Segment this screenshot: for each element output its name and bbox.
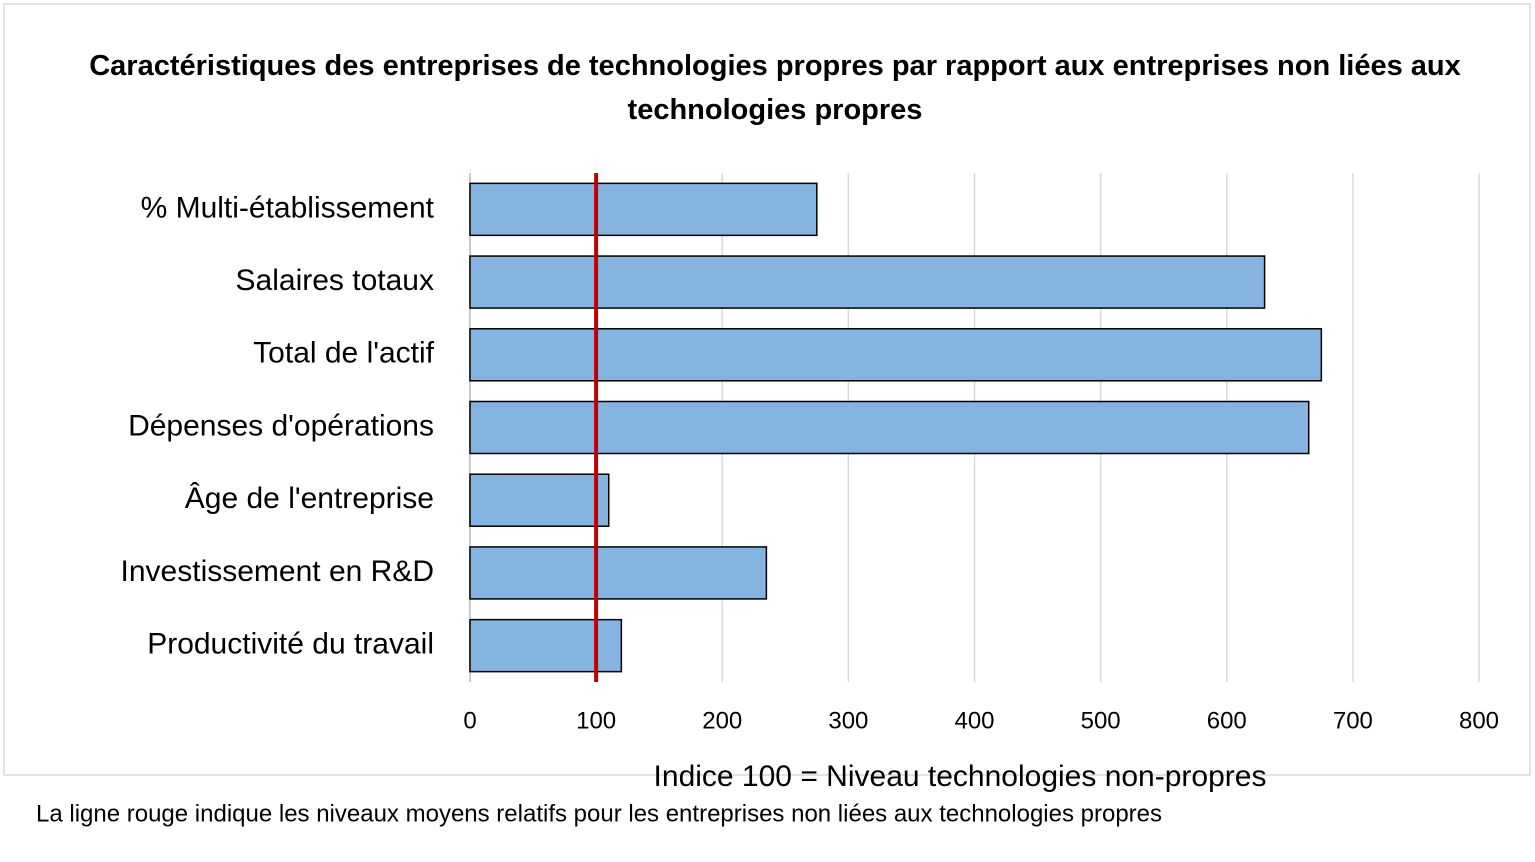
y-tick-label: Investissement en R&D xyxy=(121,555,434,588)
y-tick-label: Total de l'actif xyxy=(253,337,434,370)
x-tick-label: 500 xyxy=(1081,707,1121,734)
x-axis-title: Indice 100 = Niveau technologies non-pro… xyxy=(654,760,1267,793)
y-tick-label: Salaires totaux xyxy=(236,264,434,297)
chart-title: Caractéristiques des entreprises de tech… xyxy=(89,50,1461,126)
bar xyxy=(469,328,1323,382)
bar xyxy=(469,400,1310,455)
bars: % Multi-établissement Salaires totaux Tota… xyxy=(121,173,1323,682)
x-tick-label: 200 xyxy=(702,707,742,734)
chart-frame xyxy=(3,3,1531,776)
bar xyxy=(469,255,1266,309)
x-tick-label: 400 xyxy=(954,707,994,734)
y-tick-label: Âge de l'entreprise xyxy=(185,482,434,515)
x-tick-label: 600 xyxy=(1207,707,1247,734)
y-tick-label: Dépenses d'opérations xyxy=(128,409,434,442)
x-tick-label: 0 xyxy=(463,707,476,734)
bar xyxy=(469,618,623,673)
y-tick-label: % Multi-établissement xyxy=(141,191,435,224)
bar xyxy=(469,182,818,237)
footnote: La ligne rouge indique les niveaux moyen… xyxy=(36,800,1162,827)
x-tick-label: 100 xyxy=(576,707,616,734)
x-tick-label: 700 xyxy=(1333,707,1373,734)
x-tick-label: 300 xyxy=(828,707,868,734)
y-tick-label: Productivité du travail xyxy=(147,628,434,661)
bar xyxy=(469,473,610,527)
x-tick-label: 800 xyxy=(1459,707,1499,734)
bar xyxy=(469,546,768,600)
